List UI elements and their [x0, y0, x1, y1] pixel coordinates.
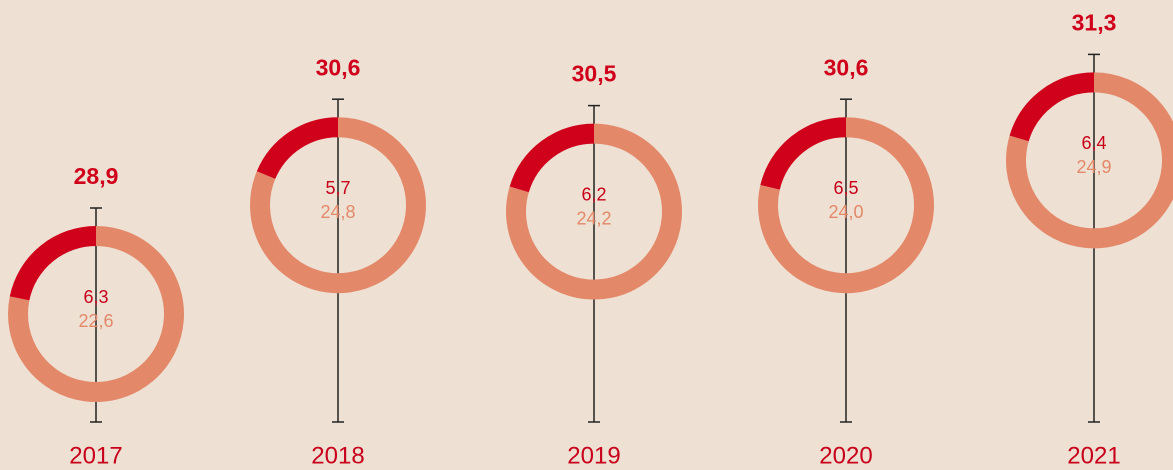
- donut-segment: [1006, 72, 1173, 249]
- segment-label: 24,2: [576, 208, 611, 228]
- segment-label: 6,5: [833, 178, 858, 198]
- donut-segment: [758, 117, 934, 294]
- total-label: 30,5: [572, 61, 617, 87]
- year-label: 2017: [69, 442, 122, 469]
- segment-label: 6,3: [83, 287, 108, 307]
- total-label: 31,3: [1072, 9, 1117, 35]
- donut-segment: [760, 117, 847, 190]
- donut-segment: [8, 226, 184, 402]
- segment-label: 24,0: [828, 202, 863, 222]
- segment-label: 24,9: [1076, 157, 1111, 177]
- donut-segment: [250, 117, 426, 294]
- donut-segment: [509, 123, 595, 193]
- year-label: 2019: [567, 442, 620, 469]
- total-label: 28,9: [74, 163, 119, 189]
- year-label: 2018: [311, 442, 364, 469]
- segment-label: 5,7: [325, 178, 350, 198]
- total-label: 30,6: [824, 54, 869, 80]
- total-label: 30,6: [316, 54, 361, 80]
- year-label: 2021: [1067, 442, 1120, 469]
- segment-label: 22,6: [78, 311, 113, 331]
- year-label: 2020: [819, 442, 872, 469]
- segment-label: 24,8: [320, 202, 355, 222]
- donut-segment: [256, 117, 339, 180]
- segment-label: 6,2: [581, 184, 606, 204]
- donut-segment: [9, 226, 97, 301]
- donut-segment: [506, 123, 682, 300]
- segment-label: 6,4: [1081, 133, 1106, 153]
- donut-segment: [1009, 72, 1095, 142]
